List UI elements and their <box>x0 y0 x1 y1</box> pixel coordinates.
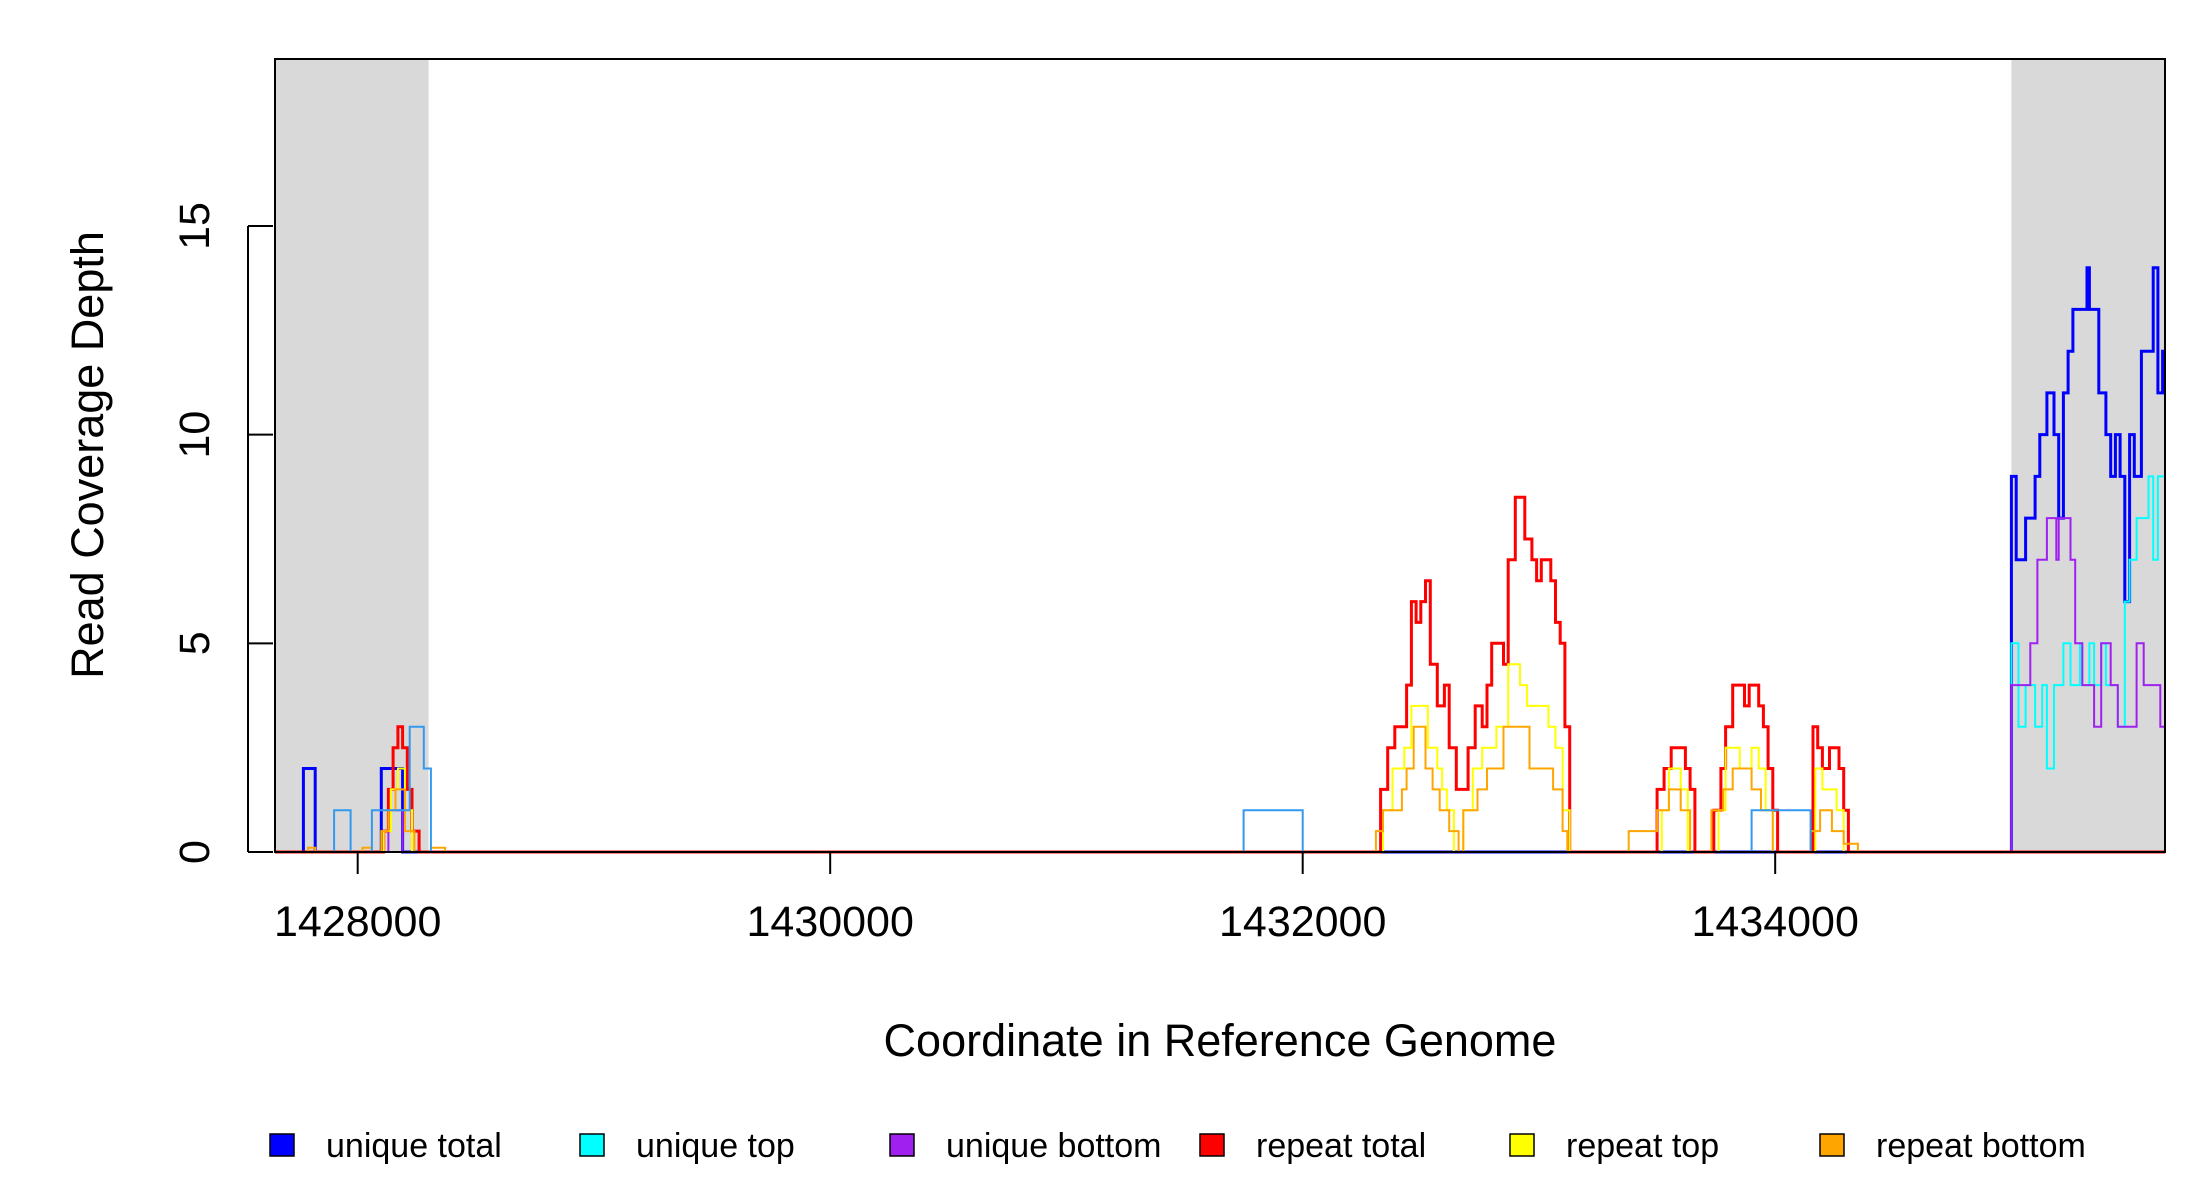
series-lines <box>275 266 2165 854</box>
legend-label-unique-total: unique total <box>326 1127 502 1165</box>
masked-regions <box>275 59 2165 852</box>
series-line-unique-bottom <box>275 517 2165 853</box>
shaded-region-1 <box>2011 59 2165 852</box>
legend-label-unique-bottom: unique bottom <box>946 1127 1162 1165</box>
series-line-extra-6 <box>275 725 2012 853</box>
legend-label-repeat-top: repeat top <box>1566 1127 1719 1165</box>
series-line-unique-total <box>275 266 2165 854</box>
legend-swatch-unique-top <box>579 1133 605 1157</box>
x-tick-label: 1430000 <box>746 898 913 946</box>
legend: unique total unique top unique bottom repea… <box>269 1127 2086 1165</box>
legend-label-repeat-total: repeat total <box>1256 1127 1426 1165</box>
legend-label-unique-top: unique top <box>636 1127 795 1165</box>
y-tick-label: 0 <box>171 840 219 864</box>
series-line-repeat-top <box>275 663 2165 853</box>
y-tick-label: 5 <box>171 631 219 655</box>
legend-swatch-repeat-bottom <box>1819 1133 1845 1157</box>
legend-swatch-unique-bottom <box>889 1133 915 1157</box>
y-tick-label: 10 <box>171 411 219 459</box>
y-tick-label: 15 <box>171 202 219 250</box>
shaded-region-0 <box>275 59 429 852</box>
legend-label-repeat-bottom: repeat bottom <box>1876 1127 2086 1165</box>
series-line-repeat-bottom <box>275 725 2165 853</box>
legend-swatch-unique-total <box>269 1133 295 1157</box>
legend-swatch-repeat-total <box>1199 1133 1225 1157</box>
y-axis: 0 5 10 15 <box>171 202 273 864</box>
x-axis-title: Coordinate in Reference Genome <box>884 1015 1557 1066</box>
x-tick-label: 1434000 <box>1691 898 1858 946</box>
x-tick-label: 1428000 <box>274 898 441 946</box>
y-axis-title: Read Coverage Depth <box>62 231 113 679</box>
x-tick-label: 1432000 <box>1219 898 1386 946</box>
plot-frame <box>274 58 2166 853</box>
x-axis: 1428000 1430000 1432000 1434000 <box>274 851 1859 946</box>
series-line-repeat-total <box>275 495 2165 854</box>
legend-swatch-repeat-top <box>1509 1133 1535 1157</box>
series-line-unique-top <box>275 475 2165 853</box>
